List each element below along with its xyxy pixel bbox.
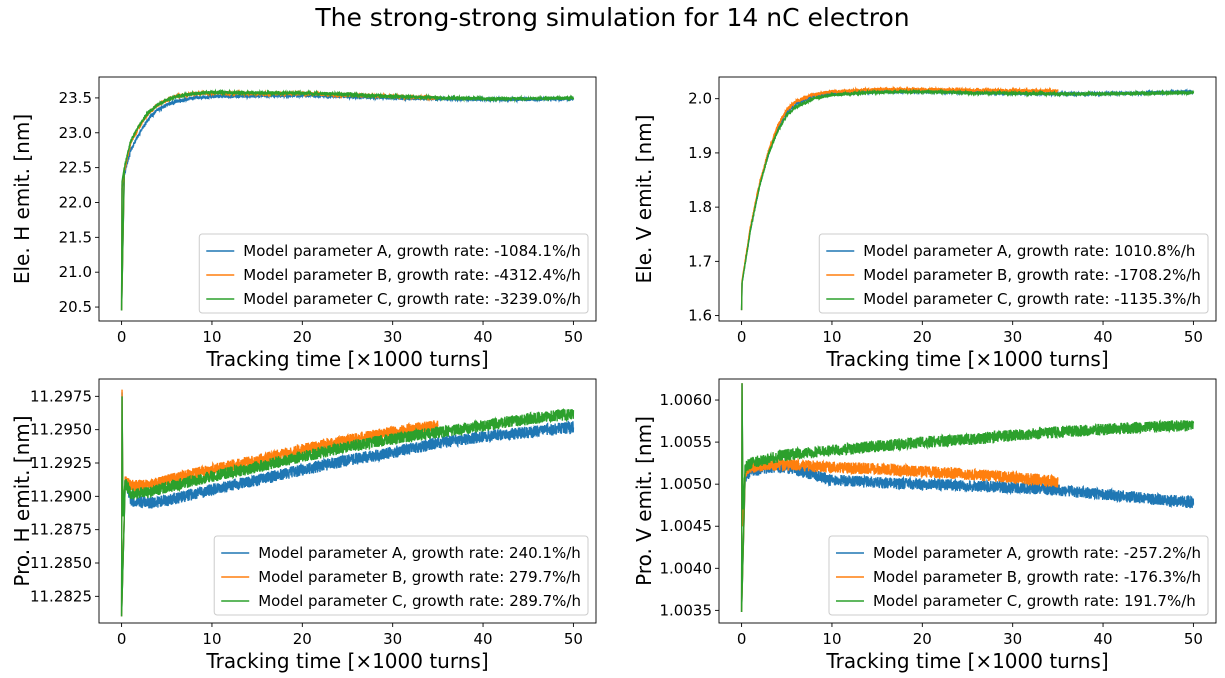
legend: Model parameter A, growth rate: -257.2%/… [828,535,1209,616]
legend-box [828,535,1209,616]
x-tick-label: 20 [913,630,932,648]
x-tick-label: 50 [1184,328,1203,346]
x-tick-label: 50 [564,328,583,346]
series-line-c [740,383,1195,613]
x-tick-label: 20 [293,630,312,648]
y-tick-label: 1.6 [688,307,712,325]
y-tick-label: 11.2975 [30,387,92,405]
y-tick-label: 1.0050 [660,475,713,493]
y-tick-label: 1.7 [688,252,712,270]
subplot-2: 0 10 20 30 40 50 1.6 1.7 1.8 1.9 2.0 Tracking time … [632,76,1217,371]
x-tick-label: 10 [202,328,221,346]
axes-frame [718,378,1217,624]
subplot-1: 0 10 20 30 40 50 20.5 21.0 21.5 22.0 22.5 23.0 23.5 T… [10,76,597,371]
y-tick-label: 11.2925 [30,454,92,472]
x-tick-label: 30 [383,630,402,648]
x-tick-label: 40 [1093,328,1112,346]
y-tick-label: 2.0 [688,90,712,108]
legend-box [818,233,1209,314]
x-tick-label: 0 [117,328,127,346]
legend-entry-label: Model parameter C, growth rate: 289.7%/h [258,592,581,610]
y-tick-label: 1.0035 [660,601,713,619]
series-line-b [740,85,1059,311]
x-tick-label: 30 [1003,328,1022,346]
x-axis-label: Tracking time [×1000 turns] [205,347,488,371]
x-tick-label: 20 [913,328,932,346]
x-tick-label: 10 [822,630,841,648]
y-axis-label: Ele. V emit. [nm] [632,115,656,284]
legend: Model parameter A, growth rate: 240.1%/h… [213,535,589,616]
legend-entry-label: Model parameter C, growth rate: -1135.3%… [863,290,1201,308]
y-tick-label: 11.2950 [30,421,92,439]
figure-title: The strong-strong simulation for 14 nC e… [315,3,910,32]
legend-box [213,535,589,616]
legend: Model parameter A, growth rate: -1084.1%… [198,233,589,314]
y-tick-label: 1.0060 [660,391,713,409]
x-tick-label: 10 [822,328,841,346]
legend-entry-label: Model parameter A, growth rate: 240.1%/h [258,544,581,562]
legend-box [198,233,589,314]
x-tick-label: 50 [1184,630,1203,648]
legend-entry-label: Model parameter A, growth rate: 1010.8%/… [863,242,1195,260]
y-tick-label: 1.0045 [660,517,713,535]
y-tick-label: 11.2900 [30,487,92,505]
x-tick-label: 30 [1003,630,1022,648]
axes-frame [98,378,597,624]
x-axis-label: Tracking time [×1000 turns] [205,649,488,673]
y-tick-label: 21.5 [59,228,92,246]
y-tick-label: 1.0055 [660,433,713,451]
y-tick-label: 23.0 [59,124,92,142]
x-tick-label: 40 [473,328,492,346]
y-tick-label: 11.2825 [30,587,92,605]
subplot-4: 0 10 20 30 40 50 1.0035 1.0040 1.0045 1.0050 1.005… [632,378,1217,673]
series-line-a [120,392,575,617]
x-tick-label: 0 [737,328,747,346]
x-axis-label: Tracking time [×1000 turns] [825,347,1108,371]
series-line-a [740,383,1195,613]
legend: Model parameter A, growth rate: 1010.8%/… [818,233,1209,314]
y-axis-label: Ele. H emit. [nm] [10,114,34,284]
legend-entry-label: Model parameter A, growth rate: -1084.1%… [243,242,581,260]
legend-entry-label: Model parameter A, growth rate: -257.2%/… [873,544,1201,562]
axes-frame [718,76,1217,322]
y-tick-label: 22.0 [59,193,92,211]
x-tick-label: 10 [202,630,221,648]
y-tick-label: 11.2850 [30,554,92,572]
series-line-b [740,383,1059,613]
legend-entry-label: Model parameter B, growth rate: 279.7%/h [258,568,581,586]
y-tick-label: 20.5 [59,298,92,316]
y-tick-label: 1.0040 [660,559,713,577]
x-tick-label: 20 [293,328,312,346]
series-line-b [120,389,439,617]
x-tick-label: 40 [1093,630,1112,648]
y-tick-label: 23.5 [59,89,92,107]
y-tick-label: 1.9 [688,144,712,162]
legend-entry-label: Model parameter C, growth rate: 191.7%/h [873,592,1196,610]
x-tick-label: 40 [473,630,492,648]
series-line-c [740,88,1195,311]
x-tick-label: 0 [117,630,127,648]
x-tick-label: 50 [564,630,583,648]
axes-frame [98,76,597,322]
series-line-c [120,396,575,617]
x-tick-label: 30 [383,328,402,346]
y-axis-label: Pro. H emit. [nm] [10,415,34,586]
legend-entry-label: Model parameter C, growth rate: -3239.0%… [243,290,581,308]
y-tick-label: 22.5 [59,159,92,177]
legend-entry-label: Model parameter B, growth rate: -1708.2%… [863,266,1201,284]
y-tick-label: 11.2875 [30,521,92,539]
legend-entry-label: Model parameter B, growth rate: -176.3%/… [873,568,1201,586]
y-tick-label: 1.8 [688,198,712,216]
x-tick-label: 0 [737,630,747,648]
legend-entry-label: Model parameter B, growth rate: -4312.4%… [243,266,581,284]
y-tick-label: 21.0 [59,263,92,281]
series-line-c [120,88,575,311]
x-axis-label: Tracking time [×1000 turns] [825,649,1108,673]
subplot-3: 0 10 20 30 40 50 11.2825 11.2850 11.2875 11.2900 1… [10,378,597,673]
y-axis-label: Pro. V emit. [nm] [632,416,656,586]
